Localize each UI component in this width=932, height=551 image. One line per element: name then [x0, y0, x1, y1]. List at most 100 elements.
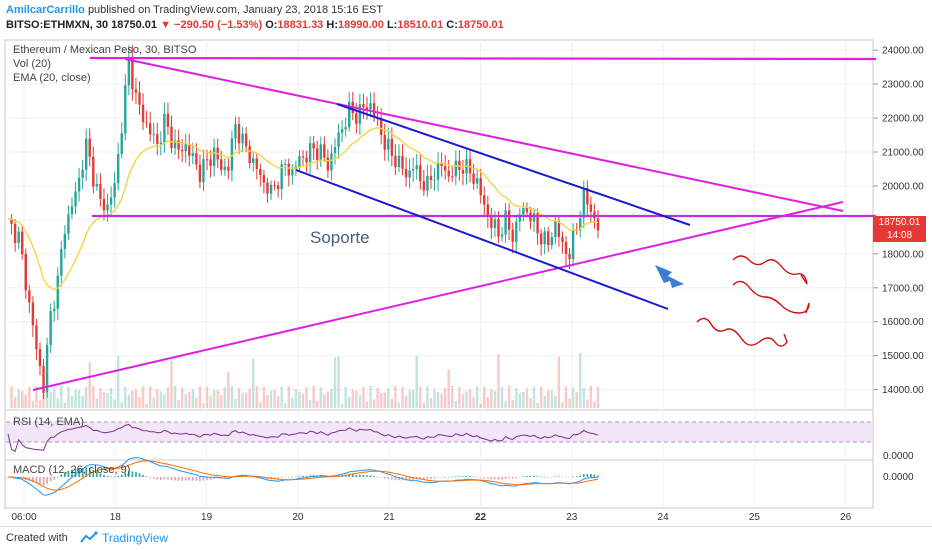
- volume-bar: [106, 392, 109, 408]
- volume-bar: [543, 395, 546, 408]
- volume-bar: [490, 389, 493, 408]
- tradingview-brand[interactable]: TradingView: [102, 531, 169, 545]
- macd-hist-bar: [96, 471, 98, 477]
- candle-body: [426, 175, 429, 191]
- macd-hist-bar: [160, 477, 162, 481]
- close-value: 18750.01: [457, 19, 504, 31]
- candle-body: [511, 229, 514, 242]
- volume-bar: [124, 387, 127, 408]
- volume-bar: [433, 388, 436, 408]
- candle-body: [191, 153, 195, 156]
- macd-hist-bar: [227, 477, 230, 479]
- macd-hist-bar: [188, 477, 191, 481]
- volume-bar: [95, 398, 99, 408]
- macd-hist-bar: [135, 472, 137, 477]
- candle-body: [184, 144, 187, 152]
- candle-body: [138, 92, 141, 105]
- candle-body: [518, 214, 522, 222]
- volume-bar: [536, 402, 539, 408]
- volume-bar: [397, 402, 401, 408]
- candle-body: [561, 236, 564, 243]
- volume-bar: [493, 391, 497, 408]
- candle-body: [148, 123, 152, 135]
- volume-bar: [369, 386, 372, 408]
- candle-body: [269, 184, 273, 194]
- volume-bar: [227, 371, 230, 408]
- volume-bar: [351, 389, 354, 408]
- macd-hist-bar: [472, 476, 475, 478]
- volume-bar: [486, 396, 490, 408]
- y-tick-label: 21000.00: [882, 148, 924, 159]
- close-label: C:: [446, 19, 458, 31]
- macd-hist-bar: [67, 470, 70, 477]
- macd-hist-bar: [575, 476, 578, 477]
- candle-body: [42, 366, 45, 393]
- macd-hist-bar: [561, 476, 564, 478]
- volume-bar: [10, 386, 13, 408]
- volume-bar: [415, 355, 418, 408]
- volume-bar: [269, 390, 273, 408]
- volume-bar: [163, 393, 166, 408]
- chart-area[interactable]: Soporte 24000.00 23000.00 22000.00 21000.00…: [0, 36, 932, 526]
- candle-body: [170, 126, 173, 149]
- volume-bar: [522, 392, 525, 408]
- macd-hist-bar: [152, 477, 155, 479]
- candle-body: [49, 311, 52, 345]
- candle-body: [237, 124, 241, 144]
- channel-upper-line[interactable]: [336, 103, 691, 226]
- macd-legend[interactable]: MACD (12, 26, close, 9): [13, 464, 131, 476]
- volume-bar: [426, 386, 429, 408]
- volume-bar: [390, 398, 394, 408]
- volume-bar: [582, 387, 585, 408]
- chart-svg[interactable]: Soporte 24000.00 23000.00 22000.00 21000.00…: [0, 36, 932, 526]
- macd-hist-bar: [387, 477, 390, 479]
- candle-body: [401, 155, 404, 169]
- macd-axis-tick: 0.0000: [883, 472, 914, 483]
- rsi-axis-tick: 0.0000: [883, 451, 914, 462]
- candle-body: [205, 159, 209, 161]
- candle-body: [554, 221, 557, 238]
- volume-bar: [497, 354, 500, 408]
- vol-legend[interactable]: Vol (20): [13, 58, 51, 70]
- volume-bar: [387, 388, 390, 408]
- volume-bar: [177, 400, 180, 408]
- candle-body: [84, 138, 88, 170]
- candle-body: [102, 198, 106, 211]
- macd-hist-bar: [554, 476, 557, 477]
- y-tick-label: 22000.00: [882, 114, 924, 125]
- candle-body: [81, 169, 84, 178]
- volume-bar: [49, 391, 52, 408]
- candle-body: [319, 144, 322, 160]
- volume-bar: [266, 395, 269, 408]
- candle-body: [17, 231, 20, 244]
- candle-body: [340, 129, 344, 133]
- volume-bar: [362, 387, 365, 408]
- time-axis[interactable]: 06:00 18 19 20 21 22 23 24 25 26: [11, 512, 851, 523]
- author-link[interactable]: AmilcarCarrillo: [6, 4, 85, 16]
- volume-bar: [564, 386, 568, 408]
- macd-hist-bar: [92, 469, 95, 477]
- candle-body: [209, 159, 212, 166]
- volume-bar: [323, 393, 326, 408]
- candle-body: [316, 148, 319, 160]
- candle-body: [536, 213, 539, 234]
- volume-bar: [159, 391, 163, 408]
- volume-bar: [74, 389, 77, 408]
- resistance-line[interactable]: [89, 56, 877, 61]
- triangle-upper-line[interactable]: [124, 58, 844, 212]
- macd-hist-bar: [170, 477, 173, 481]
- macd-hist-bar: [145, 476, 148, 477]
- high-label: H:: [326, 19, 338, 31]
- rsi-legend[interactable]: RSI (14, EMA): [13, 416, 84, 428]
- volume-bar: [376, 387, 379, 408]
- candle-body: [163, 113, 166, 143]
- volume-bar: [561, 402, 564, 408]
- candle-body: [31, 302, 35, 326]
- macd-hist-bar: [60, 474, 63, 477]
- channel-lower-line[interactable]: [295, 169, 669, 310]
- volume-bar: [525, 388, 529, 408]
- candle-body: [579, 218, 582, 231]
- candle-body: [500, 234, 504, 237]
- ema-legend[interactable]: EMA (20, close): [13, 72, 91, 84]
- triangle-lower-line[interactable]: [32, 201, 844, 391]
